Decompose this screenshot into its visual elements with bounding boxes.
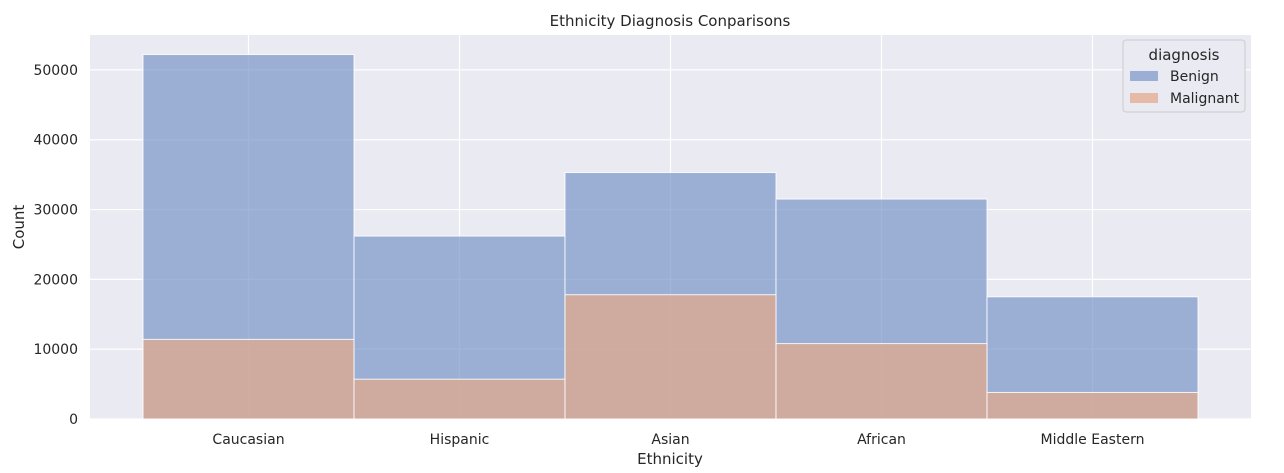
x-tick-label: Middle Eastern bbox=[1041, 432, 1145, 448]
x-axis-ticks: Caucasian Hispanic Asian African Middle East… bbox=[212, 432, 1144, 448]
x-tick-label: African bbox=[857, 432, 906, 448]
y-axis-ticks: 0 10000 20000 30000 40000 50000 bbox=[33, 63, 78, 428]
bar-malignant-asian bbox=[564, 294, 777, 420]
bar-malignant-hispanic bbox=[353, 378, 566, 420]
bar-malignant-african bbox=[775, 343, 988, 420]
legend-swatch-benign bbox=[1130, 71, 1158, 81]
y-tick-label: 50000 bbox=[33, 63, 78, 79]
bar-malignant-caucasian bbox=[142, 338, 355, 420]
legend-swatch-malignant bbox=[1130, 93, 1158, 103]
y-tick-label: 20000 bbox=[33, 272, 78, 288]
legend-label-malignant: Malignant bbox=[1170, 91, 1240, 107]
chart-title: Ethnicity Diagnosis Conparisons bbox=[550, 12, 791, 30]
x-tick-label: Caucasian bbox=[212, 432, 284, 448]
legend-title: diagnosis bbox=[1149, 46, 1220, 64]
x-tick-label: Asian bbox=[651, 432, 689, 448]
bars bbox=[142, 54, 1199, 420]
y-tick-label: 10000 bbox=[33, 342, 78, 358]
y-tick-label: 30000 bbox=[33, 203, 78, 219]
bar-malignant-middle-eastern bbox=[986, 391, 1199, 420]
x-tick-label: Hispanic bbox=[430, 432, 490, 448]
y-axis-label: Count bbox=[10, 205, 28, 250]
legend-label-benign: Benign bbox=[1170, 69, 1219, 85]
y-tick-label: 40000 bbox=[33, 133, 78, 149]
y-tick-label: 0 bbox=[69, 412, 78, 428]
x-axis-label: Ethnicity bbox=[637, 450, 703, 468]
legend: diagnosis Benign Malignant bbox=[1122, 39, 1246, 113]
